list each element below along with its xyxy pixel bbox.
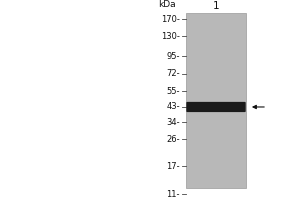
Text: 26-: 26- xyxy=(167,135,180,144)
FancyBboxPatch shape xyxy=(186,102,246,112)
Text: 55-: 55- xyxy=(167,87,180,96)
Text: 95-: 95- xyxy=(167,52,180,61)
Text: 11-: 11- xyxy=(167,190,180,199)
Text: 130-: 130- xyxy=(161,32,180,41)
Bar xyxy=(186,13,246,188)
Text: 170-: 170- xyxy=(161,15,180,24)
Text: 1: 1 xyxy=(213,1,219,11)
Text: 34-: 34- xyxy=(167,118,180,127)
Text: 43-: 43- xyxy=(167,102,180,111)
Text: 72-: 72- xyxy=(167,69,180,78)
Text: kDa: kDa xyxy=(158,0,176,9)
Text: 17-: 17- xyxy=(167,162,180,171)
